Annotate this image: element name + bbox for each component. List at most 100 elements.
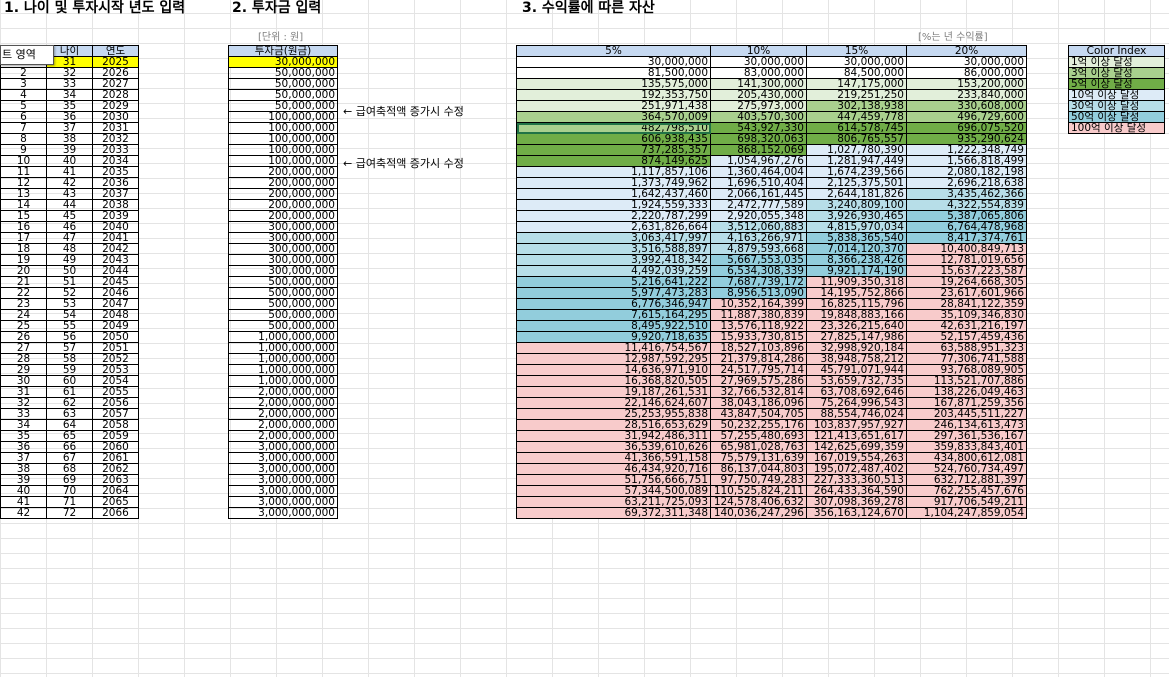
asset-cell-10[interactable]: 7,687,739,172 xyxy=(710,276,807,288)
asset-cell-10[interactable]: 868,152,069 xyxy=(710,144,807,156)
asset-cell-15[interactable]: 302,138,938 xyxy=(806,100,907,112)
age-cell[interactable]: 66 xyxy=(46,441,93,453)
asset-cell-20[interactable]: 28,841,122,359 xyxy=(906,298,1027,310)
age-cell[interactable]: 53 xyxy=(46,298,93,310)
year-cell[interactable]: 2034 xyxy=(92,155,139,167)
asset-cell-20[interactable]: 63,588,951,323 xyxy=(906,342,1027,354)
row-index-cell[interactable]: 33 xyxy=(0,408,47,420)
year-cell[interactable]: 2054 xyxy=(92,375,139,387)
asset-cell-20[interactable]: 52,157,459,436 xyxy=(906,331,1027,343)
year-cell[interactable]: 2060 xyxy=(92,441,139,453)
investment-cell[interactable]: 300,000,000 xyxy=(228,221,338,233)
age-cell[interactable]: 65 xyxy=(46,430,93,442)
asset-cell-20[interactable]: 935,290,624 xyxy=(906,133,1027,145)
header-year[interactable]: 연도 xyxy=(92,45,139,57)
row-index-cell[interactable]: 37 xyxy=(0,452,47,464)
asset-cell-20[interactable]: 23,617,601,966 xyxy=(906,287,1027,299)
asset-cell-15[interactable]: 219,251,250 xyxy=(806,89,907,101)
investment-cell[interactable]: 100,000,000 xyxy=(228,111,338,123)
year-cell[interactable]: 2052 xyxy=(92,353,139,365)
asset-cell-15[interactable]: 1,674,239,566 xyxy=(806,166,907,178)
row-index-cell[interactable]: 28 xyxy=(0,353,47,365)
asset-cell-5[interactable]: 4,492,039,259 xyxy=(516,265,711,277)
year-cell[interactable]: 2040 xyxy=(92,221,139,233)
investment-cell[interactable]: 500,000,000 xyxy=(228,320,338,332)
year-cell[interactable]: 2039 xyxy=(92,210,139,222)
age-cell[interactable]: 37 xyxy=(46,122,93,134)
year-cell[interactable]: 2062 xyxy=(92,463,139,475)
row-index-cell[interactable]: 24 xyxy=(0,309,47,321)
asset-cell-15[interactable]: 4,815,970,034 xyxy=(806,221,907,233)
investment-cell[interactable]: 500,000,000 xyxy=(228,287,338,299)
row-index-cell[interactable]: 30 xyxy=(0,375,47,387)
header-investment[interactable]: 투자금(원금) xyxy=(228,45,338,57)
asset-cell-5[interactable]: 737,285,357 xyxy=(516,144,711,156)
asset-cell-10[interactable]: 5,667,553,035 xyxy=(710,254,807,266)
color-index-item[interactable]: 30억 이상 달성 xyxy=(1068,100,1165,112)
asset-cell-20[interactable]: 359,833,843,401 xyxy=(906,441,1027,453)
row-index-cell[interactable]: 26 xyxy=(0,331,47,343)
row-index-cell[interactable]: 42 xyxy=(0,507,47,519)
age-cell[interactable]: 39 xyxy=(46,144,93,156)
asset-cell-5[interactable]: 1,642,437,460 xyxy=(516,188,711,200)
asset-cell-15[interactable]: 447,459,778 xyxy=(806,111,907,123)
asset-cell-20[interactable]: 42,631,216,197 xyxy=(906,320,1027,332)
row-index-cell[interactable]: 11 xyxy=(0,166,47,178)
row-index-cell[interactable]: 18 xyxy=(0,243,47,255)
row-index-cell[interactable]: 7 xyxy=(0,122,47,134)
asset-cell-10[interactable]: 2,472,777,589 xyxy=(710,199,807,211)
row-index-cell[interactable]: 36 xyxy=(0,441,47,453)
asset-cell-5[interactable]: 41,366,591,158 xyxy=(516,452,711,464)
asset-cell-10[interactable]: 124,578,406,632 xyxy=(710,496,807,508)
asset-cell-20[interactable]: 35,109,346,830 xyxy=(906,309,1027,321)
age-cell[interactable]: 43 xyxy=(46,188,93,200)
asset-cell-10[interactable]: 57,255,480,693 xyxy=(710,430,807,442)
investment-cell[interactable]: 100,000,000 xyxy=(228,133,338,145)
row-index-cell[interactable]: 31 xyxy=(0,386,47,398)
age-cell[interactable]: 60 xyxy=(46,375,93,387)
color-index-item[interactable]: 3억 이상 달성 xyxy=(1068,67,1165,79)
asset-cell-5[interactable]: 51,756,666,751 xyxy=(516,474,711,486)
age-cell[interactable]: 55 xyxy=(46,320,93,332)
asset-cell-10[interactable]: 2,066,161,445 xyxy=(710,188,807,200)
asset-cell-20[interactable]: 10,400,849,713 xyxy=(906,243,1027,255)
investment-cell[interactable]: 30,000,000 xyxy=(228,56,338,68)
asset-cell-5[interactable]: 3,063,417,997 xyxy=(516,232,711,244)
asset-cell-10[interactable]: 32,766,532,814 xyxy=(710,386,807,398)
investment-cell[interactable]: 100,000,000 xyxy=(228,155,338,167)
asset-cell-20[interactable]: 246,134,613,473 xyxy=(906,419,1027,431)
year-cell[interactable]: 2053 xyxy=(92,364,139,376)
age-cell[interactable]: 57 xyxy=(46,342,93,354)
asset-cell-15[interactable]: 142,625,699,359 xyxy=(806,441,907,453)
asset-cell-10[interactable]: 75,579,131,639 xyxy=(710,452,807,464)
asset-cell-15[interactable]: 8,366,238,426 xyxy=(806,254,907,266)
asset-cell-5[interactable]: 8,495,922,510 xyxy=(516,320,711,332)
asset-cell-15[interactable]: 32,998,920,184 xyxy=(806,342,907,354)
row-index-cell[interactable]: 14 xyxy=(0,199,47,211)
asset-cell-5[interactable]: 46,434,920,716 xyxy=(516,463,711,475)
investment-cell[interactable]: 1,000,000,000 xyxy=(228,364,338,376)
asset-cell-15[interactable]: 147,175,000 xyxy=(806,78,907,90)
age-cell[interactable]: 72 xyxy=(46,507,93,519)
asset-cell-5[interactable]: 31,942,486,311 xyxy=(516,430,711,442)
investment-cell[interactable]: 1,000,000,000 xyxy=(228,331,338,343)
asset-cell-20[interactable]: 233,840,000 xyxy=(906,89,1027,101)
row-index-cell[interactable]: 3 xyxy=(0,78,47,90)
asset-cell-15[interactable]: 195,072,487,402 xyxy=(806,463,907,475)
asset-cell-20[interactable]: 330,608,000 xyxy=(906,100,1027,112)
age-cell[interactable]: 34 xyxy=(46,89,93,101)
asset-cell-10[interactable]: 1,360,464,004 xyxy=(710,166,807,178)
year-cell[interactable]: 2056 xyxy=(92,397,139,409)
asset-cell-15[interactable]: 9,921,174,190 xyxy=(806,265,907,277)
asset-cell-10[interactable]: 15,933,730,815 xyxy=(710,331,807,343)
asset-cell-20[interactable]: 917,706,549,211 xyxy=(906,496,1027,508)
asset-cell-5[interactable]: 30,000,000 xyxy=(516,56,711,68)
age-cell[interactable]: 51 xyxy=(46,276,93,288)
asset-cell-5[interactable]: 3,992,418,342 xyxy=(516,254,711,266)
asset-cell-15[interactable]: 63,708,692,646 xyxy=(806,386,907,398)
age-cell[interactable]: 36 xyxy=(46,111,93,123)
asset-cell-5[interactable]: 2,631,826,664 xyxy=(516,221,711,233)
age-cell[interactable]: 44 xyxy=(46,199,93,211)
asset-cell-5[interactable]: 9,920,718,635 xyxy=(516,331,711,343)
year-cell[interactable]: 2033 xyxy=(92,144,139,156)
